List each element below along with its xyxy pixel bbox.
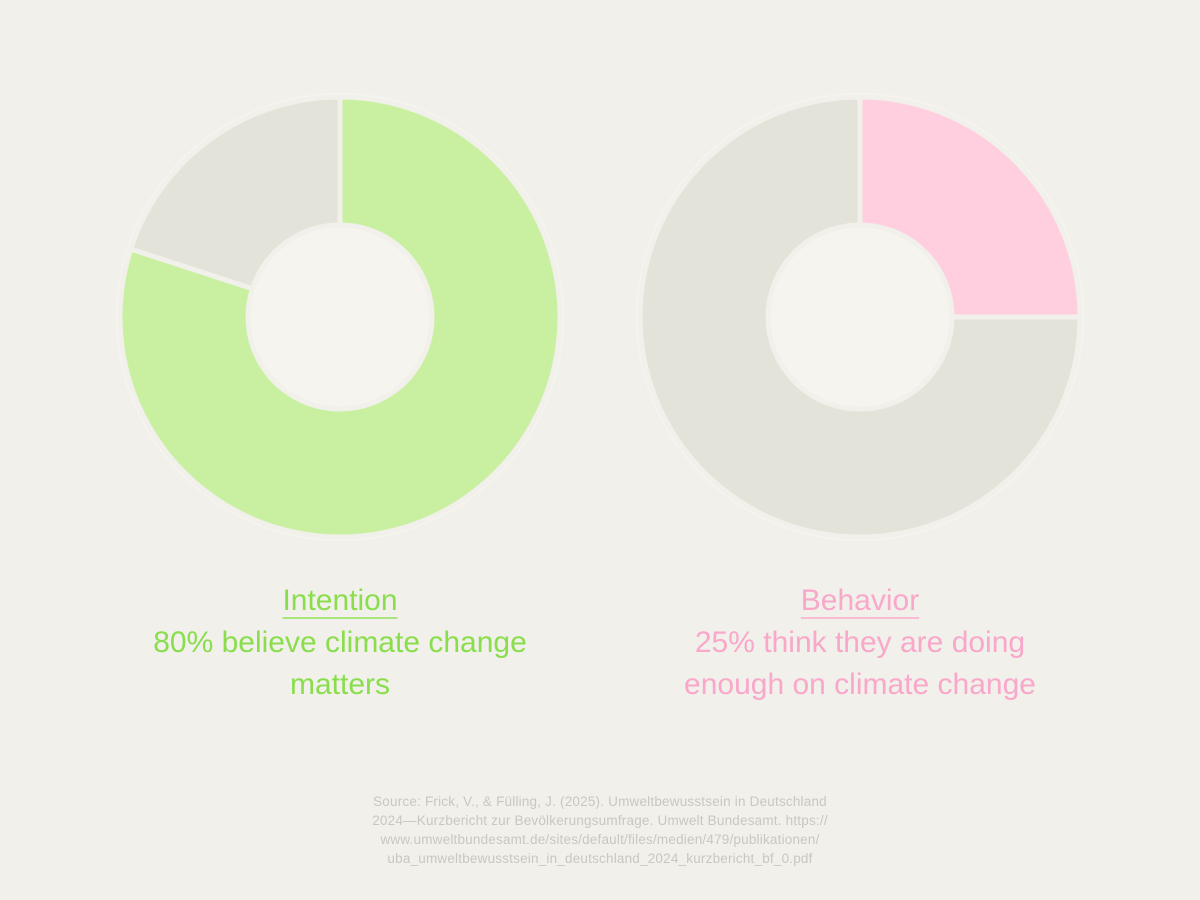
source-line: uba_umweltbewusstsein_in_deutschland_202…: [387, 851, 813, 866]
intention-chart-text: Intention 80% believe climate change mat…: [153, 580, 527, 706]
source-line: Source: Frick, V., & Fülling, J. (2025).…: [373, 794, 827, 809]
donut-slice: [637, 94, 1083, 540]
donut-slice: [128, 94, 343, 292]
chart-title-behavior: Behavior: [800, 584, 920, 617]
caption-line: 80% believe climate change: [153, 626, 527, 659]
intention-chart: Intention 80% believe climate change mat…: [80, 92, 600, 706]
source-line: 2024—Kurzbericht zur Bevölkerungsumfrage…: [372, 813, 828, 828]
donut-slice: [117, 94, 563, 540]
behavior-chart: Behavior 25% think they are doing enough…: [600, 92, 1120, 706]
behavior-donut-chart: [636, 93, 1084, 541]
chart-title-intention: Intention: [282, 584, 398, 617]
caption-line: matters: [289, 668, 390, 701]
charts-row: Intention 80% believe climate change mat…: [0, 92, 1200, 706]
behavior-chart-text: Behavior 25% think they are doing enough…: [684, 580, 1036, 706]
source-line: www.umweltbundesamt.de/sites/default/fil…: [380, 832, 820, 847]
intention-donut-chart: [116, 93, 564, 541]
caption-line: enough on climate change: [684, 668, 1036, 701]
caption-line: 25% think they are doing: [694, 626, 1026, 659]
donut-slice: [857, 94, 1083, 320]
source-citation: Source: Frick, V., & Fülling, J. (2025).…: [250, 792, 950, 868]
